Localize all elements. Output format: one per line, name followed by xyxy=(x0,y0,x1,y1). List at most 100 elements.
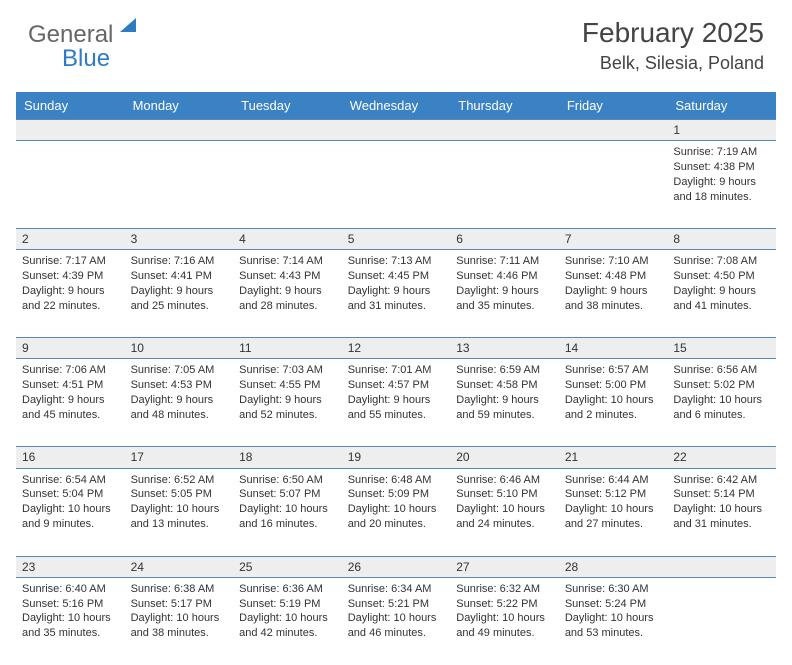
calendar-day-cell: Sunrise: 6:46 AM Sunset: 5:10 PM Dayligh… xyxy=(450,468,559,556)
weekday-header: Friday xyxy=(559,92,668,120)
day-number: 3 xyxy=(131,232,138,246)
day-number-cell: 8 xyxy=(667,228,776,249)
day-number: 20 xyxy=(456,450,469,464)
day-number: 11 xyxy=(239,341,251,355)
day-details: Sunrise: 7:10 AM Sunset: 4:48 PM Dayligh… xyxy=(565,254,662,313)
day-details: Sunrise: 7:17 AM Sunset: 4:39 PM Dayligh… xyxy=(22,254,119,313)
calendar-day-cell: Sunrise: 7:10 AM Sunset: 4:48 PM Dayligh… xyxy=(559,250,668,338)
day-details: Sunrise: 6:59 AM Sunset: 4:58 PM Dayligh… xyxy=(456,363,553,422)
title-block: February 2025 Belk, Silesia, Poland xyxy=(582,18,764,74)
day-number-cell xyxy=(233,119,342,140)
day-number-cell: 4 xyxy=(233,228,342,249)
day-number-cell: 18 xyxy=(233,447,342,468)
calendar-day-cell: Sunrise: 7:13 AM Sunset: 4:45 PM Dayligh… xyxy=(342,250,451,338)
day-details: Sunrise: 6:48 AM Sunset: 5:09 PM Dayligh… xyxy=(348,473,445,532)
calendar-week-row: Sunrise: 6:40 AM Sunset: 5:16 PM Dayligh… xyxy=(16,577,776,665)
day-number-cell: 2 xyxy=(16,228,125,249)
calendar-day-cell: Sunrise: 6:57 AM Sunset: 5:00 PM Dayligh… xyxy=(559,359,668,447)
calendar-day-cell xyxy=(559,140,668,228)
calendar-day-cell xyxy=(233,140,342,228)
day-number-cell: 21 xyxy=(559,447,668,468)
calendar-day-cell: Sunrise: 6:34 AM Sunset: 5:21 PM Dayligh… xyxy=(342,577,451,665)
calendar-day-cell: Sunrise: 6:32 AM Sunset: 5:22 PM Dayligh… xyxy=(450,577,559,665)
calendar-day-cell: Sunrise: 7:14 AM Sunset: 4:43 PM Dayligh… xyxy=(233,250,342,338)
day-number-cell: 24 xyxy=(125,556,234,577)
day-number-cell: 9 xyxy=(16,338,125,359)
day-number-row: 23 24 25 26 27 28 xyxy=(16,556,776,577)
calendar-day-cell: Sunrise: 6:54 AM Sunset: 5:04 PM Dayligh… xyxy=(16,468,125,556)
day-number-row: 2 3 4 5 6 7 8 xyxy=(16,228,776,249)
day-details: Sunrise: 7:05 AM Sunset: 4:53 PM Dayligh… xyxy=(131,363,228,422)
calendar-week-row: Sunrise: 7:19 AM Sunset: 4:38 PM Dayligh… xyxy=(16,140,776,228)
calendar-day-cell: Sunrise: 7:05 AM Sunset: 4:53 PM Dayligh… xyxy=(125,359,234,447)
day-details: Sunrise: 7:01 AM Sunset: 4:57 PM Dayligh… xyxy=(348,363,445,422)
day-details: Sunrise: 6:52 AM Sunset: 5:05 PM Dayligh… xyxy=(131,473,228,532)
day-number-cell: 13 xyxy=(450,338,559,359)
weekday-header: Saturday xyxy=(667,92,776,120)
calendar-day-cell: Sunrise: 7:01 AM Sunset: 4:57 PM Dayligh… xyxy=(342,359,451,447)
day-number-cell: 7 xyxy=(559,228,668,249)
day-number: 13 xyxy=(456,341,469,355)
day-number: 25 xyxy=(239,560,252,574)
calendar-day-cell: Sunrise: 6:44 AM Sunset: 5:12 PM Dayligh… xyxy=(559,468,668,556)
calendar-table: Sunday Monday Tuesday Wednesday Thursday… xyxy=(16,92,776,665)
calendar-day-cell xyxy=(125,140,234,228)
day-number: 26 xyxy=(348,560,361,574)
day-number-cell: 25 xyxy=(233,556,342,577)
brand-word1: General xyxy=(28,21,113,48)
day-details: Sunrise: 7:03 AM Sunset: 4:55 PM Dayligh… xyxy=(239,363,336,422)
day-number-cell: 3 xyxy=(125,228,234,249)
day-number: 4 xyxy=(239,232,246,246)
calendar-day-cell: Sunrise: 7:03 AM Sunset: 4:55 PM Dayligh… xyxy=(233,359,342,447)
day-number: 5 xyxy=(348,232,355,246)
day-number: 2 xyxy=(22,232,29,246)
day-number-cell xyxy=(125,119,234,140)
weekday-header: Tuesday xyxy=(233,92,342,120)
day-number-cell: 19 xyxy=(342,447,451,468)
day-number-cell: 17 xyxy=(125,447,234,468)
day-details: Sunrise: 6:36 AM Sunset: 5:19 PM Dayligh… xyxy=(239,582,336,641)
page-title: February 2025 xyxy=(582,18,764,49)
calendar-week-row: Sunrise: 6:54 AM Sunset: 5:04 PM Dayligh… xyxy=(16,468,776,556)
day-number-cell: 23 xyxy=(16,556,125,577)
day-number: 19 xyxy=(348,450,361,464)
calendar-day-cell: Sunrise: 6:40 AM Sunset: 5:16 PM Dayligh… xyxy=(16,577,125,665)
calendar-week-row: Sunrise: 7:17 AM Sunset: 4:39 PM Dayligh… xyxy=(16,250,776,338)
day-number-cell: 12 xyxy=(342,338,451,359)
day-number-cell: 27 xyxy=(450,556,559,577)
day-details: Sunrise: 7:19 AM Sunset: 4:38 PM Dayligh… xyxy=(673,145,770,204)
day-number: 21 xyxy=(565,450,578,464)
weekday-header: Monday xyxy=(125,92,234,120)
day-details: Sunrise: 7:11 AM Sunset: 4:46 PM Dayligh… xyxy=(456,254,553,313)
day-details: Sunrise: 6:34 AM Sunset: 5:21 PM Dayligh… xyxy=(348,582,445,641)
day-details: Sunrise: 7:08 AM Sunset: 4:50 PM Dayligh… xyxy=(673,254,770,313)
calendar-day-cell: Sunrise: 7:19 AM Sunset: 4:38 PM Dayligh… xyxy=(667,140,776,228)
day-number: 16 xyxy=(22,450,35,464)
day-number: 22 xyxy=(673,450,686,464)
day-number: 7 xyxy=(565,232,572,246)
day-number-cell: 28 xyxy=(559,556,668,577)
calendar-day-cell: Sunrise: 6:59 AM Sunset: 4:58 PM Dayligh… xyxy=(450,359,559,447)
day-details: Sunrise: 7:06 AM Sunset: 4:51 PM Dayligh… xyxy=(22,363,119,422)
day-number-cell xyxy=(16,119,125,140)
calendar-day-cell: Sunrise: 7:08 AM Sunset: 4:50 PM Dayligh… xyxy=(667,250,776,338)
day-number-cell: 14 xyxy=(559,338,668,359)
day-number: 6 xyxy=(456,232,463,246)
day-number-cell: 1 xyxy=(667,119,776,140)
day-details: Sunrise: 6:56 AM Sunset: 5:02 PM Dayligh… xyxy=(673,363,770,422)
calendar-day-cell: Sunrise: 6:52 AM Sunset: 5:05 PM Dayligh… xyxy=(125,468,234,556)
day-number: 28 xyxy=(565,560,578,574)
day-number: 15 xyxy=(673,341,686,355)
day-number-cell: 5 xyxy=(342,228,451,249)
day-number-cell: 11 xyxy=(233,338,342,359)
calendar-day-cell: Sunrise: 7:11 AM Sunset: 4:46 PM Dayligh… xyxy=(450,250,559,338)
day-number-cell: 26 xyxy=(342,556,451,577)
day-number-cell xyxy=(450,119,559,140)
calendar-day-cell xyxy=(342,140,451,228)
day-details: Sunrise: 6:57 AM Sunset: 5:00 PM Dayligh… xyxy=(565,363,662,422)
day-number: 23 xyxy=(22,560,35,574)
day-number: 17 xyxy=(131,450,144,464)
calendar-day-cell: Sunrise: 7:17 AM Sunset: 4:39 PM Dayligh… xyxy=(16,250,125,338)
calendar-day-cell: Sunrise: 7:06 AM Sunset: 4:51 PM Dayligh… xyxy=(16,359,125,447)
calendar-day-cell: Sunrise: 6:30 AM Sunset: 5:24 PM Dayligh… xyxy=(559,577,668,665)
